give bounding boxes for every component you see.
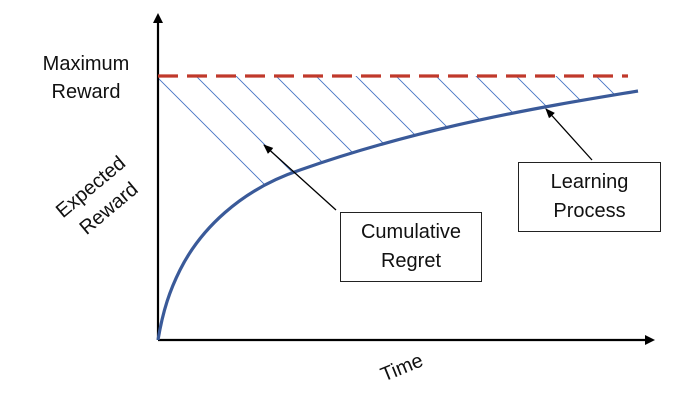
regret-callout-arrow (263, 144, 337, 211)
max-reward-label: Maximum Reward (42, 53, 130, 103)
learning-process-box: Learning Process (518, 162, 661, 232)
cumulative-regret-box: Cumulative Regret (340, 212, 482, 282)
learning-callout-arrow (545, 108, 593, 161)
learning-process-label-2: Process (553, 200, 626, 222)
learning-curve (156, 89, 639, 341)
cumulative-regret-label-2: Regret (380, 250, 442, 272)
cumulative-regret-label-1: Cumulative (360, 221, 462, 243)
learning-process-label-1: Learning (550, 171, 629, 193)
